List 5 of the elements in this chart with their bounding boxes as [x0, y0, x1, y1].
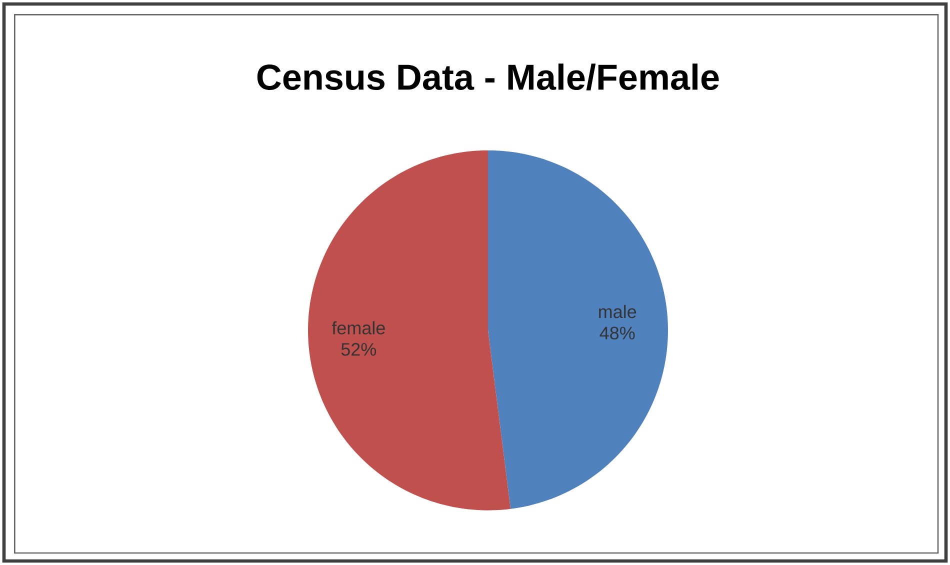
data-label: 48% [600, 326, 635, 340]
data-label: 52% [341, 343, 376, 356]
chart-title: Census Data - Male/Female [257, 64, 719, 90]
slice-label: male [599, 304, 636, 318]
slice-label: female [332, 321, 385, 334]
